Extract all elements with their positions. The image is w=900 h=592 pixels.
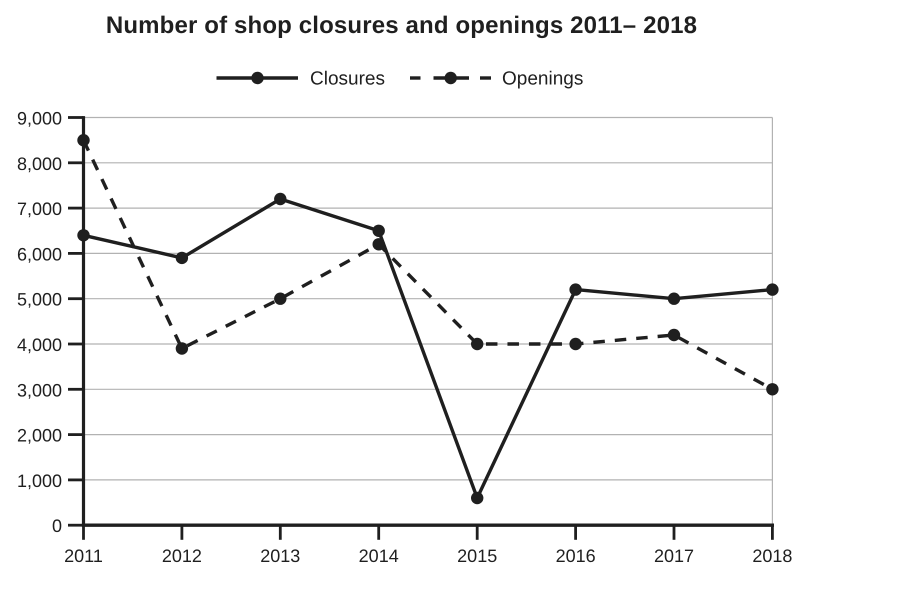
svg-text:2012: 2012 <box>162 546 202 566</box>
svg-text:Openings: Openings <box>502 69 583 90</box>
svg-text:Number of shop closures and op: Number of shop closures and openings 201… <box>106 12 697 39</box>
svg-text:2,000: 2,000 <box>17 426 62 446</box>
svg-text:Closures: Closures <box>310 69 385 90</box>
svg-text:5,000: 5,000 <box>17 290 62 310</box>
svg-text:9,000: 9,000 <box>17 109 62 129</box>
svg-text:2014: 2014 <box>359 546 399 566</box>
svg-text:3,000: 3,000 <box>17 380 62 400</box>
svg-text:2013: 2013 <box>260 546 300 566</box>
svg-text:2011: 2011 <box>64 546 103 566</box>
svg-text:0: 0 <box>52 516 62 536</box>
svg-text:2017: 2017 <box>654 546 694 566</box>
svg-text:2018: 2018 <box>752 546 792 566</box>
svg-text:8,000: 8,000 <box>17 154 62 174</box>
svg-text:2016: 2016 <box>556 546 596 566</box>
svg-text:2015: 2015 <box>457 546 497 566</box>
svg-text:7,000: 7,000 <box>17 199 62 219</box>
svg-text:4,000: 4,000 <box>17 335 62 355</box>
svg-text:6,000: 6,000 <box>17 244 62 264</box>
svg-text:1,000: 1,000 <box>17 471 62 491</box>
